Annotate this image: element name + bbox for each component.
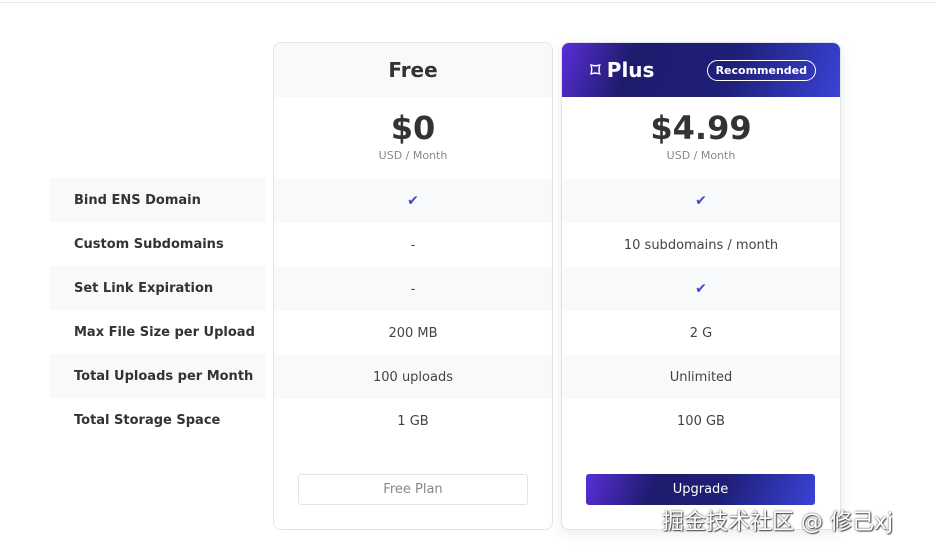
recommended-badge: Recommended	[706, 59, 816, 81]
feature-value: Unlimited	[562, 355, 840, 399]
feature-label: Total Uploads per Month	[50, 354, 265, 398]
feature-value: 10 subdomains / month	[623, 237, 779, 253]
price-amount: $0	[390, 109, 436, 147]
feature-value: -	[274, 267, 552, 311]
feature-label: Bind ENS Domain	[50, 178, 265, 222]
price-unit: USD / Month	[378, 149, 448, 162]
plan-title: Plus	[606, 58, 655, 82]
plan-header: ⌑ Plus Recommended	[562, 43, 840, 97]
feature-value: ✔	[562, 267, 840, 311]
feature-value: 200 MB	[388, 325, 438, 341]
feature-value: 100 uploads	[274, 355, 552, 399]
check-icon: ✔	[695, 281, 707, 297]
feature-labels: Bind ENS Domain Custom Subdomains Set Li…	[50, 178, 265, 442]
feature-value: ✔	[562, 179, 840, 223]
feature-value: -	[410, 237, 416, 253]
feature-value: 2 G	[689, 325, 713, 341]
upgrade-button[interactable]: Upgrade	[586, 474, 815, 505]
price-block: $4.99 USD / Month	[562, 97, 840, 179]
price-unit: USD / Month	[666, 149, 736, 162]
plus-logo-icon: ⌑	[590, 58, 601, 82]
feature-value: ✔	[274, 179, 552, 223]
plus-plan-card: ⌑ Plus Recommended $4.99 USD / Month ✔ 10…	[561, 42, 841, 530]
price-block: $0 USD / Month	[274, 97, 552, 179]
feature-label: Custom Subdomains	[74, 236, 224, 252]
top-divider	[0, 2, 936, 3]
feature-label: Max File Size per Upload	[74, 324, 255, 340]
feature-label: Total Storage Space	[74, 412, 221, 428]
feature-label: Set Link Expiration	[50, 266, 265, 310]
free-plan-card: Free $0 USD / Month ✔ - - 200 MB 100 upl…	[273, 42, 553, 530]
free-plan-button[interactable]: Free Plan	[298, 474, 528, 505]
check-icon: ✔	[695, 193, 707, 209]
check-icon: ✔	[407, 193, 419, 209]
watermark: 掘金技术社区 @ 修己xj	[662, 510, 894, 535]
feature-value: 100 GB	[677, 413, 725, 429]
price-amount: $4.99	[650, 109, 752, 147]
feature-value: 1 GB	[397, 413, 429, 429]
plan-title: Free	[274, 43, 552, 97]
